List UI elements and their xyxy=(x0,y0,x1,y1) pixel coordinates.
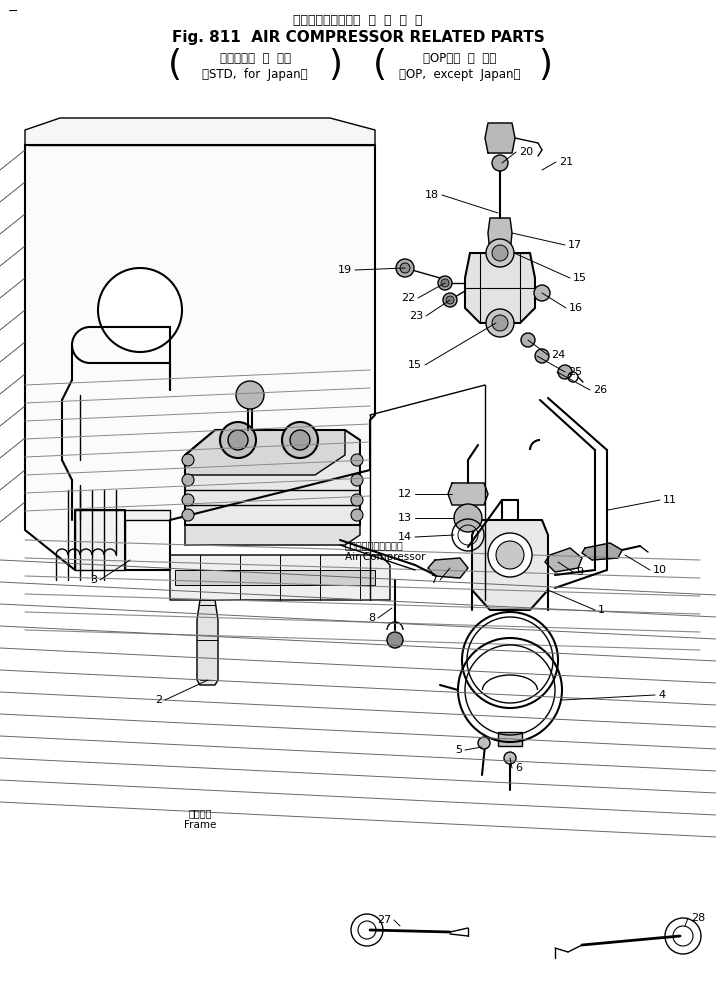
Text: 28: 28 xyxy=(691,913,705,923)
Circle shape xyxy=(228,430,248,450)
Text: Frame: Frame xyxy=(184,820,216,830)
Text: 9: 9 xyxy=(576,566,583,577)
Text: フレーム: フレーム xyxy=(188,808,212,818)
Text: ): ) xyxy=(538,48,552,82)
Text: 11: 11 xyxy=(663,495,677,505)
Polygon shape xyxy=(465,253,535,323)
Text: Air Compressor: Air Compressor xyxy=(345,552,425,562)
Circle shape xyxy=(220,422,256,458)
Polygon shape xyxy=(25,118,375,145)
Polygon shape xyxy=(448,483,488,505)
Text: 7: 7 xyxy=(430,575,437,585)
Circle shape xyxy=(521,333,535,347)
Text: −: − xyxy=(8,5,19,18)
Text: Fig. 811  AIR COMPRESSOR RELATED PARTS: Fig. 811 AIR COMPRESSOR RELATED PARTS xyxy=(172,30,544,45)
Bar xyxy=(175,570,375,585)
Circle shape xyxy=(182,474,194,486)
Polygon shape xyxy=(582,543,622,560)
Polygon shape xyxy=(485,123,515,153)
Text: 8: 8 xyxy=(368,613,375,623)
Circle shape xyxy=(492,245,508,261)
Circle shape xyxy=(387,632,403,648)
Polygon shape xyxy=(197,600,218,685)
Circle shape xyxy=(400,263,410,273)
Text: (: ( xyxy=(373,48,387,82)
Text: エアーコンプレッサー: エアーコンプレッサー xyxy=(345,540,404,550)
Text: 15: 15 xyxy=(408,360,422,370)
Circle shape xyxy=(351,454,363,466)
Polygon shape xyxy=(185,525,360,545)
Text: 16: 16 xyxy=(569,303,583,313)
Circle shape xyxy=(486,309,514,337)
Text: 22: 22 xyxy=(401,293,415,303)
Polygon shape xyxy=(472,520,548,610)
Polygon shape xyxy=(75,510,170,570)
Circle shape xyxy=(486,239,514,267)
Text: 19: 19 xyxy=(338,265,352,275)
Circle shape xyxy=(488,533,532,577)
Circle shape xyxy=(558,365,572,379)
Polygon shape xyxy=(185,430,345,475)
Polygon shape xyxy=(488,218,512,253)
Circle shape xyxy=(454,504,482,532)
Polygon shape xyxy=(545,548,582,572)
Polygon shape xyxy=(428,558,468,578)
Polygon shape xyxy=(185,430,360,525)
Text: 5: 5 xyxy=(455,745,462,755)
Circle shape xyxy=(438,276,452,290)
Circle shape xyxy=(351,474,363,486)
Text: 18: 18 xyxy=(425,190,439,200)
Circle shape xyxy=(282,422,318,458)
Text: （OP，海  外  向）: （OP，海 外 向） xyxy=(423,52,497,65)
Text: 13: 13 xyxy=(398,513,412,523)
Circle shape xyxy=(290,430,310,450)
Text: ): ) xyxy=(328,48,342,82)
Circle shape xyxy=(504,752,516,764)
Bar xyxy=(498,732,522,746)
Circle shape xyxy=(534,285,550,301)
Text: 25: 25 xyxy=(568,367,582,377)
Text: 6: 6 xyxy=(515,763,522,773)
Text: 4: 4 xyxy=(658,690,665,700)
Text: （標準，国  内  向）: （標準，国 内 向） xyxy=(220,52,291,65)
Circle shape xyxy=(446,296,454,304)
Text: 1: 1 xyxy=(598,605,605,615)
Circle shape xyxy=(182,494,194,506)
Text: 17: 17 xyxy=(568,240,582,250)
Text: 3: 3 xyxy=(90,575,97,585)
Circle shape xyxy=(351,509,363,521)
Circle shape xyxy=(441,279,449,287)
Text: エアーコンプレッサ  関  連  部  品: エアーコンプレッサ 関 連 部 品 xyxy=(294,14,422,27)
Circle shape xyxy=(492,155,508,171)
Circle shape xyxy=(236,381,264,409)
Circle shape xyxy=(478,737,490,749)
Text: 2: 2 xyxy=(155,695,162,705)
Text: 21: 21 xyxy=(559,157,573,167)
Text: 26: 26 xyxy=(593,385,607,395)
Circle shape xyxy=(492,314,508,331)
Circle shape xyxy=(351,494,363,506)
Text: （OP,  except  Japan）: （OP, except Japan） xyxy=(400,68,521,81)
Text: 20: 20 xyxy=(519,147,533,157)
Polygon shape xyxy=(170,555,390,600)
Text: 10: 10 xyxy=(653,565,667,575)
Circle shape xyxy=(535,349,549,363)
Circle shape xyxy=(396,259,414,277)
Circle shape xyxy=(98,268,182,352)
Text: （STD,  for  Japan）: （STD, for Japan） xyxy=(202,68,308,81)
Circle shape xyxy=(182,454,194,466)
Circle shape xyxy=(182,509,194,521)
Text: 24: 24 xyxy=(551,350,565,360)
Circle shape xyxy=(496,541,524,569)
Text: 15: 15 xyxy=(573,273,587,283)
Polygon shape xyxy=(25,145,375,570)
Text: 27: 27 xyxy=(377,915,391,925)
Text: 23: 23 xyxy=(409,311,423,321)
Text: 12: 12 xyxy=(398,489,412,499)
Circle shape xyxy=(443,293,457,307)
Text: (: ( xyxy=(168,48,182,82)
Text: 14: 14 xyxy=(398,532,412,542)
